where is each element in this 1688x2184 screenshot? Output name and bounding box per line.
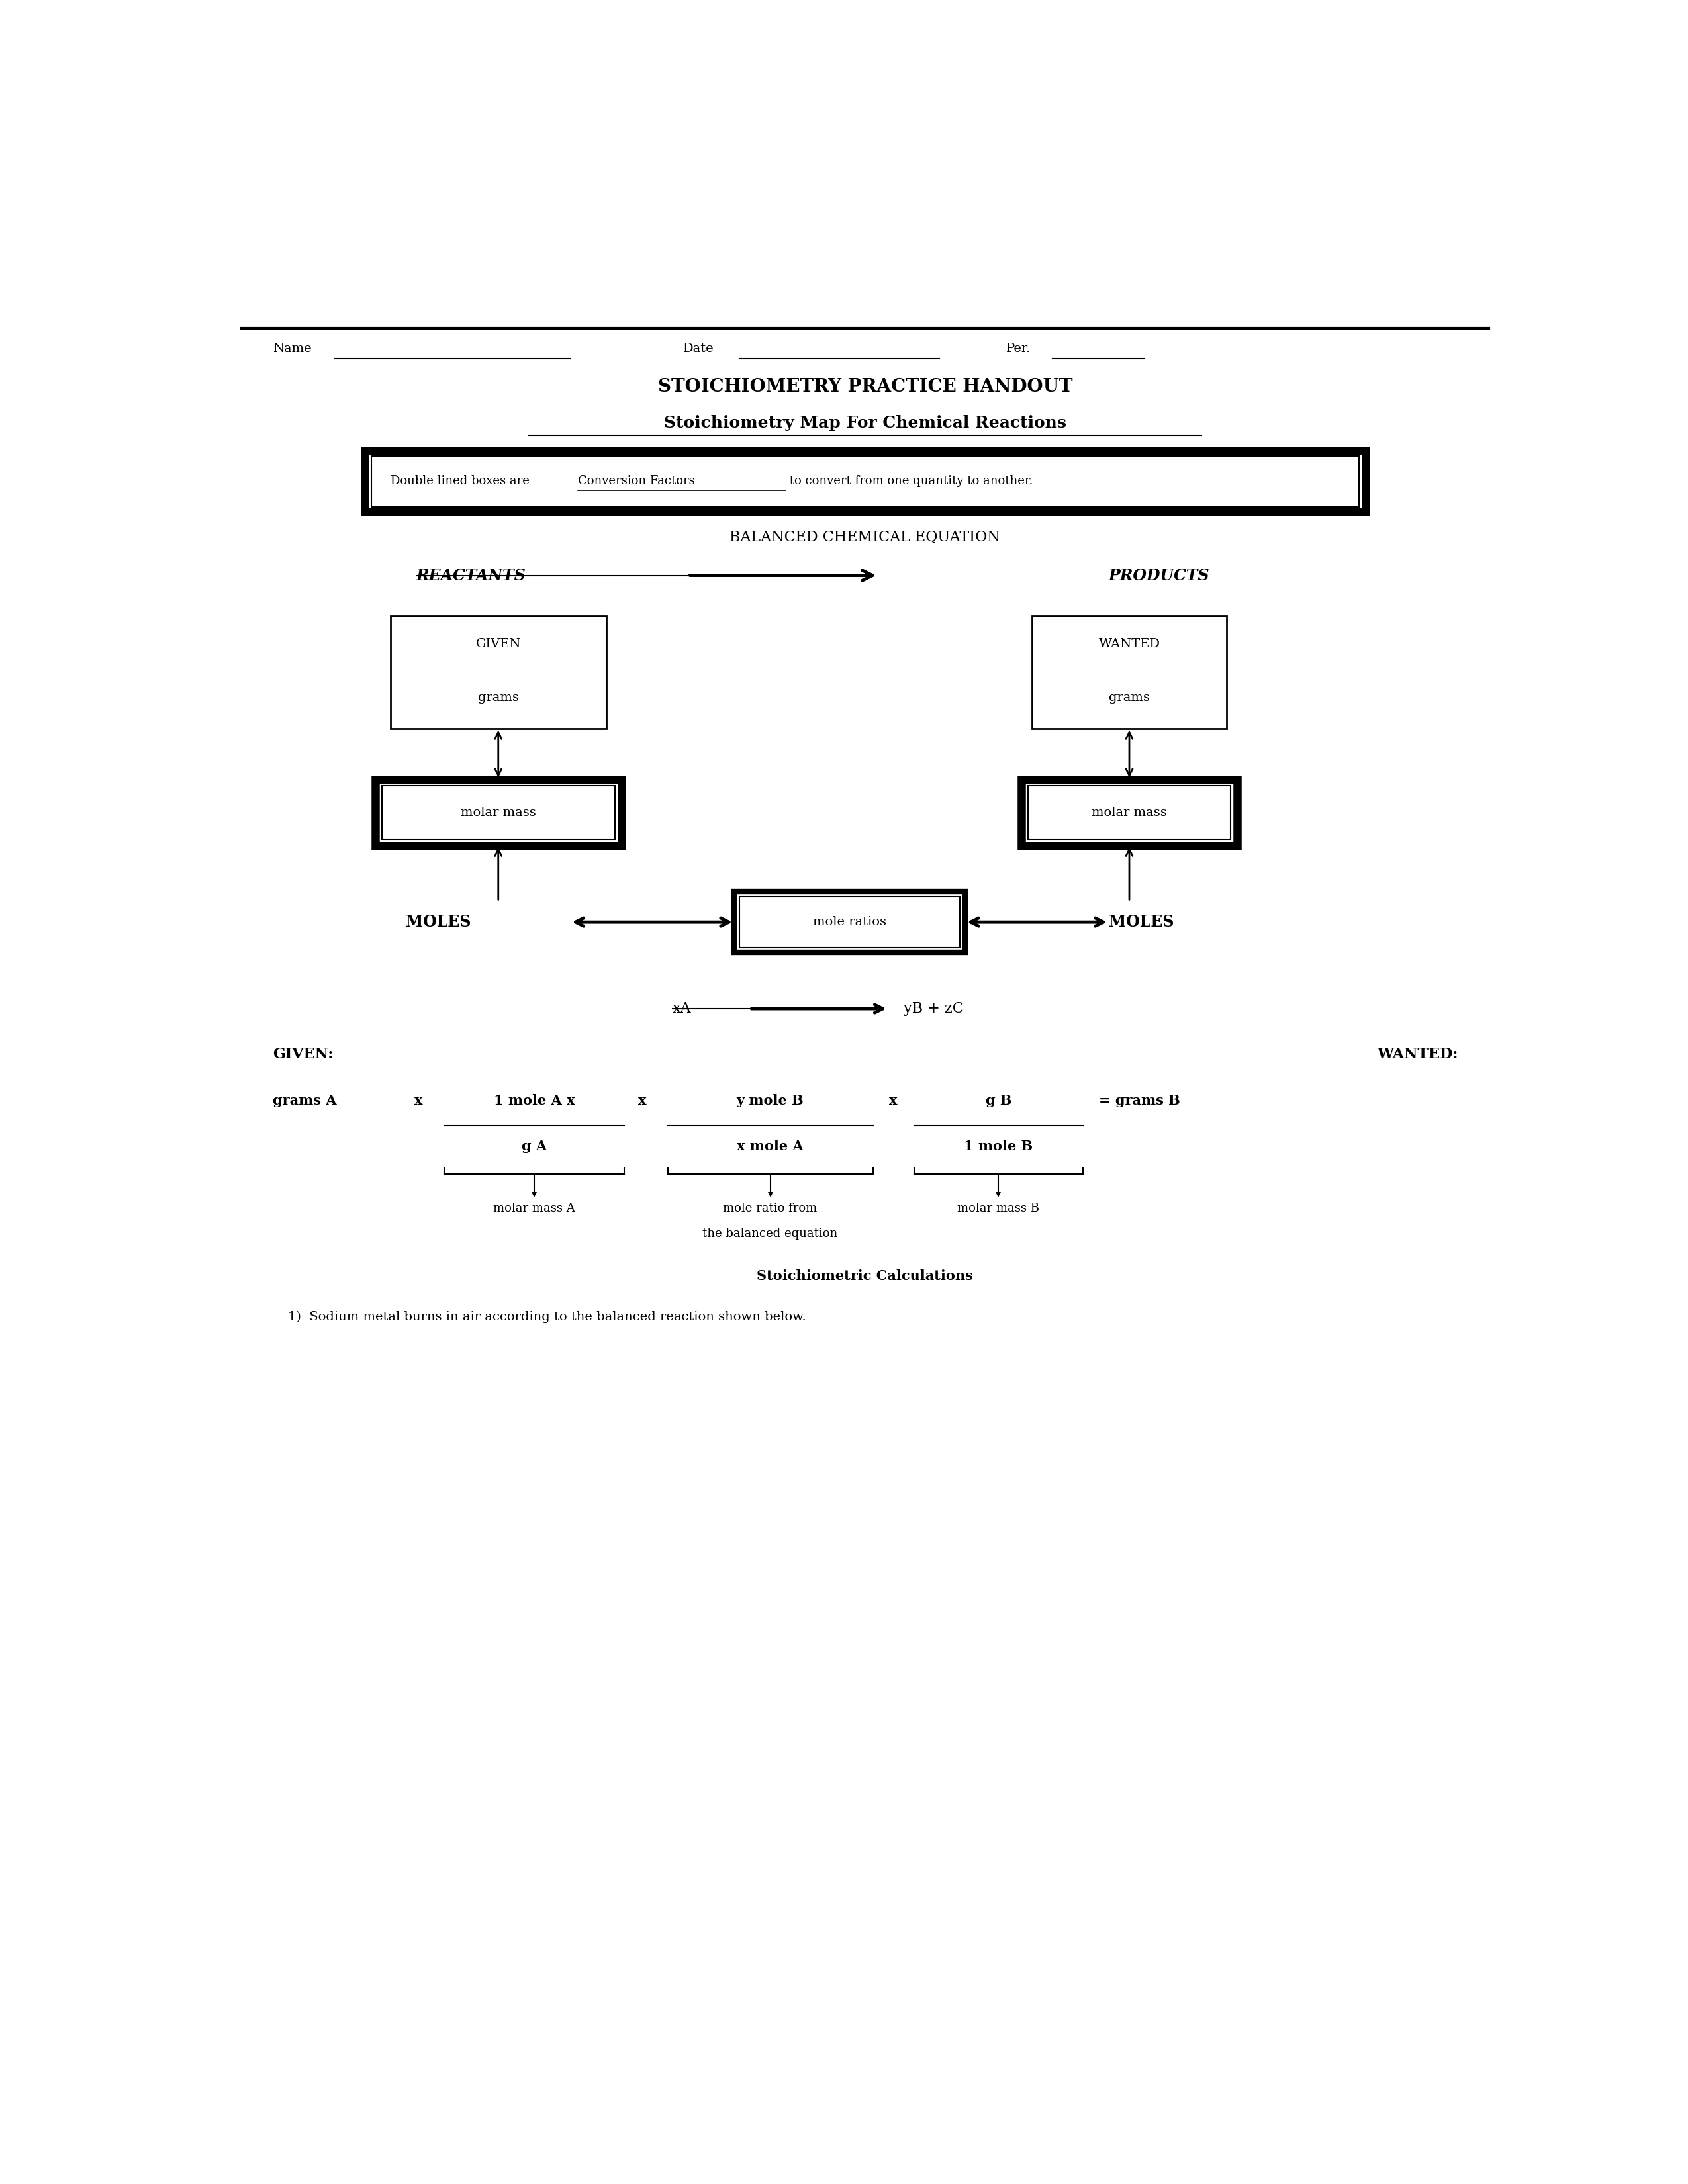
Text: 1 mole B: 1 mole B [964,1140,1033,1153]
Text: 1)  Sodium metal burns in air according to the balanced reaction shown below.: 1) Sodium metal burns in air according t… [289,1310,807,1324]
Text: PRODUCTS: PRODUCTS [1109,568,1210,583]
Text: yB + zC: yB + zC [903,1000,964,1016]
Text: y mole B: y mole B [736,1094,803,1107]
Bar [739,895,960,948]
Text: grams A: grams A [272,1094,336,1107]
Bar [381,786,614,839]
Text: x: x [890,1094,898,1107]
Text: 1 mole A x: 1 mole A x [493,1094,574,1107]
Text: mole ratios: mole ratios [814,915,886,928]
Bar [1021,780,1237,845]
Text: x: x [638,1094,647,1107]
Text: molar mass A: molar mass A [493,1201,576,1214]
Text: g A: g A [522,1140,547,1153]
Text: MOLES: MOLES [405,915,471,930]
Bar [371,456,1359,507]
Text: Double lined boxes are: Double lined boxes are [390,476,533,487]
Text: GIVEN:: GIVEN: [272,1048,333,1061]
Text: g B: g B [986,1094,1011,1107]
Text: Name: Name [272,343,311,354]
Text: Conversion Factors: Conversion Factors [577,476,695,487]
Text: MOLES: MOLES [1109,915,1173,930]
Text: Date: Date [684,343,714,354]
Text: Stoichiometric Calculations: Stoichiometric Calculations [756,1269,974,1282]
Bar [1028,786,1231,839]
Text: WANTED:: WANTED: [1377,1048,1458,1061]
Text: grams: grams [1109,692,1150,703]
Text: grams: grams [478,692,518,703]
Bar [1031,616,1227,729]
Text: xA: xA [674,1000,692,1016]
Text: mole ratio from: mole ratio from [722,1201,817,1214]
Bar [390,616,606,729]
Text: BALANCED CHEMICAL EQUATION: BALANCED CHEMICAL EQUATION [729,531,1001,544]
Text: molar mass B: molar mass B [957,1201,1040,1214]
Bar [375,780,621,845]
Text: = grams B: = grams B [1099,1094,1180,1107]
Text: x mole A: x mole A [738,1140,803,1153]
Text: molar mass: molar mass [461,806,537,819]
Text: STOICHIOMETRY PRACTICE HANDOUT: STOICHIOMETRY PRACTICE HANDOUT [658,378,1072,395]
Text: GIVEN: GIVEN [476,638,522,651]
Text: Stoichiometry Map For Chemical Reactions: Stoichiometry Map For Chemical Reactions [663,415,1067,430]
Text: WANTED: WANTED [1099,638,1160,651]
Text: x: x [415,1094,424,1107]
Text: molar mass: molar mass [1092,806,1166,819]
Text: REACTANTS: REACTANTS [417,568,527,583]
Bar [365,450,1366,511]
Bar [734,891,966,952]
Text: the balanced equation: the balanced equation [702,1227,837,1241]
Text: Per.: Per. [1006,343,1031,354]
Text: to convert from one quantity to another.: to convert from one quantity to another. [785,476,1033,487]
